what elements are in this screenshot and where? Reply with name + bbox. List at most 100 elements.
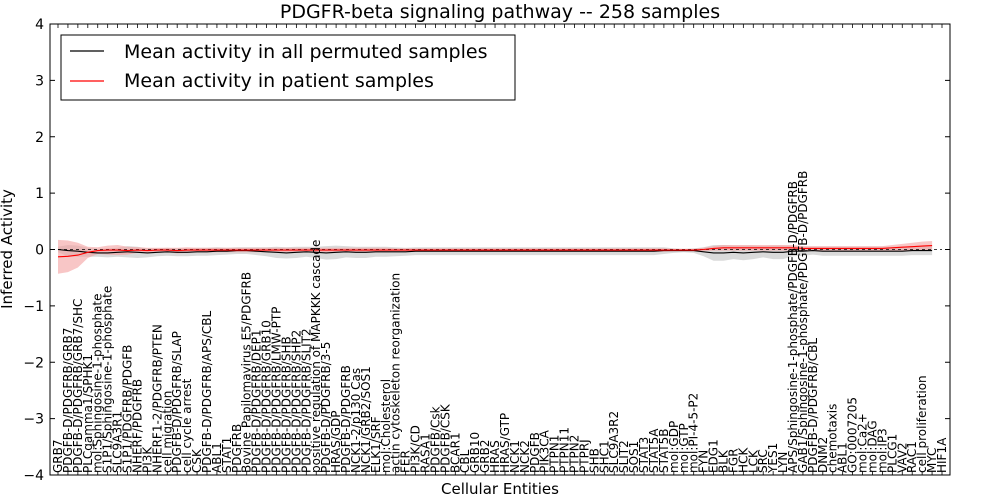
series-lines xyxy=(57,245,933,258)
x-tick-label: mol:GTP xyxy=(677,423,691,473)
x-tick-label: mol:Sphingosine-1-phosphate xyxy=(91,293,105,473)
x-tick-label: mol:Cholesterol xyxy=(379,379,393,473)
x-tick-label: mol:GDP xyxy=(667,421,681,473)
y-tick-label: 3 xyxy=(35,73,44,89)
x-tick-label: PDGFB-D/PDGFRB xyxy=(339,365,353,473)
x-tick-label: SHB xyxy=(587,448,601,473)
x-tick-label: PTPN2 xyxy=(568,435,582,473)
x-tick-label: VAV2 xyxy=(895,442,909,473)
x-tick-label: S1P1/Sphingosine-1-phosphate xyxy=(101,286,115,473)
x-tick-label: GRB7 xyxy=(51,439,65,473)
x-tick-label: CBL xyxy=(458,449,472,473)
x-tick-label: STAT5A xyxy=(647,428,661,473)
x-tick-label: HRAS/GDP xyxy=(329,410,343,473)
x-tick-label: Bovine Papilomavirus E5/PDGFRB xyxy=(240,272,254,473)
x-tick-label: RAC1 xyxy=(905,441,919,473)
x-tick-label: CSK xyxy=(190,448,204,473)
x-tick-label: PDGFB-D/PDGFRB/SHB xyxy=(279,336,293,473)
y-tick-label: −3 xyxy=(23,412,44,428)
x-tick-label: SOS1 xyxy=(627,441,641,473)
x-tick-label: mol:IP3 xyxy=(875,428,889,473)
x-tick-label: PDGFB-D/PDGFRB/SHP2 xyxy=(289,330,303,473)
x-tick-label: PI3K/CD xyxy=(409,425,423,473)
chart-title: PDGFR-beta signaling pathway -- 258 samp… xyxy=(280,1,720,23)
x-tick-label: actin cytoskeleton reorganization xyxy=(389,273,403,473)
x-tick-label: cell cycle arrest xyxy=(180,378,194,473)
x-tick-label: GO:0007205 xyxy=(846,397,860,473)
x-tick-label: GRB2 xyxy=(478,439,492,473)
x-tick-label: PDGFB-D/PDGFRB/LMW-PTP xyxy=(270,307,284,473)
x-tick-label: ELK1/SRF xyxy=(369,416,383,473)
x-tick-label: LCK xyxy=(746,449,760,473)
x-tick-label: HRAS/GTP xyxy=(498,413,512,473)
x-tick-label: PI3K xyxy=(140,446,154,473)
x-tick-label: PDGFB-D/PDGFRB/CBL xyxy=(806,338,820,473)
x-tick-label: HRAS xyxy=(488,440,502,473)
x-tick-label: cell migration xyxy=(160,391,174,473)
x-tick-label: MYC xyxy=(925,448,939,473)
x-tick-label: PLCG1 xyxy=(885,434,899,473)
x-tick-labels: GRB7PDGFB-D/PDGFRB/GRB7PDGFB-D/PDGFRB/GR… xyxy=(51,24,949,475)
x-tick-label: PLCgamma1/SPHK1 xyxy=(81,354,95,473)
x-tick-label: HIF1A xyxy=(935,437,949,473)
x-tick-label: chemotaxis xyxy=(826,404,840,473)
y-axis-label: Inferred Activity xyxy=(0,189,16,309)
x-tick-label: PDGFB xyxy=(528,432,542,473)
series-line-1 xyxy=(57,245,933,258)
legend-label-patient: Mean activity in patient samples xyxy=(124,70,434,92)
x-tick-label: PIK3CA xyxy=(538,429,552,473)
x-tick-label: FGR xyxy=(726,448,740,473)
x-tick-label: PDGFB-D/PDGFRB/GRB7 xyxy=(61,328,75,473)
legend: Mean activity in all permuted samples Me… xyxy=(60,34,516,101)
x-tick-label: mol:DAG xyxy=(866,420,880,473)
x-tick-label: PDGFB-D/PDGFRB/3-5 xyxy=(319,342,333,473)
x-tick-label: GAB1/Sphingosine-1-phosphate/PDGFB-D/PDG… xyxy=(796,171,810,473)
x-tick-label: HCK xyxy=(736,447,750,473)
y-tick-label: 0 xyxy=(35,243,44,259)
x-tick-label: NHERF/PDGFRB xyxy=(131,379,145,473)
y-tick-label: −1 xyxy=(23,299,44,315)
y-ticks: −4 −3 −2 −1 0 1 2 3 4 xyxy=(23,17,950,484)
x-tick-label: SLIT2 xyxy=(617,440,631,473)
x-tick-label: cell proliferation xyxy=(915,375,929,473)
x-tick-label: SLC9A3R2 xyxy=(607,411,621,473)
x-tick-label: PDGFRB xyxy=(230,424,244,473)
x-tick-label: PDGFB-D/PDGFRB/SLAP xyxy=(170,331,184,473)
x-tick-label: ABL1 xyxy=(836,442,850,473)
x-tick-label: SRC xyxy=(756,449,770,473)
x-tick-label: PDGFB-D/PDGFRB/DEP1 xyxy=(250,330,264,474)
x-tick-label: PDGFB/Csk xyxy=(428,406,442,473)
x-tick-label: PDGFB-D/PDGFRB/APS/CBL xyxy=(200,310,214,473)
x-tick-label: LYN xyxy=(776,452,790,473)
x-tick-label: mol:Ca2+ xyxy=(856,413,870,473)
x-tick-label: DNM2 xyxy=(816,437,830,473)
x-tick-label: NCK2 xyxy=(518,440,532,473)
series-line-0 xyxy=(57,248,933,254)
x-tick-label: APS/Sphingosine-1-phosphate/PDGFB-D/PDGF… xyxy=(786,181,800,473)
x-tick-label: FYN xyxy=(697,450,711,473)
x-tick-label: PDGFB-D/PDGFRB/SLIT2 xyxy=(299,328,313,473)
x-axis-label: Cellular Entities xyxy=(441,480,559,498)
x-tick-label: PDGFB-D/PDGFRB/GRB7/SHC xyxy=(71,299,85,473)
x-tick-label: STAT1 xyxy=(220,437,234,473)
x-tick-label: NCK1-2/p130 Cas xyxy=(349,368,363,473)
x-tick-label: PTPN11 xyxy=(558,427,572,473)
x-tick-label: SHC1 xyxy=(597,440,611,473)
x-tick-label: BCAR1 xyxy=(448,432,462,473)
x-tick-label: PDGFB-D/PDGFRB/GRB10 xyxy=(260,320,274,473)
y-tick-label: −2 xyxy=(23,355,44,371)
x-tick-label: STAT3 xyxy=(637,437,651,473)
plot-area-frame xyxy=(49,23,951,476)
x-tick-label: NHERF1-2/PDGFRB/PTEN xyxy=(150,324,164,473)
x-tick-label: PDGFB/CSK xyxy=(438,403,452,473)
legend-label-permuted: Mean activity in all permuted samples xyxy=(124,41,487,63)
y-tick-label: 4 xyxy=(35,17,44,33)
x-tick-label: mol:PI-4-5-P2 xyxy=(687,393,701,473)
x-tick-label: S1P1/PDGFRB/PDGFB xyxy=(121,345,135,473)
x-tick-label: GRB10 xyxy=(468,432,482,473)
x-tick-label: NCK1 xyxy=(508,440,522,473)
x-tick-label: FER xyxy=(399,450,413,473)
x-tick-label: RASA1 xyxy=(419,433,433,473)
